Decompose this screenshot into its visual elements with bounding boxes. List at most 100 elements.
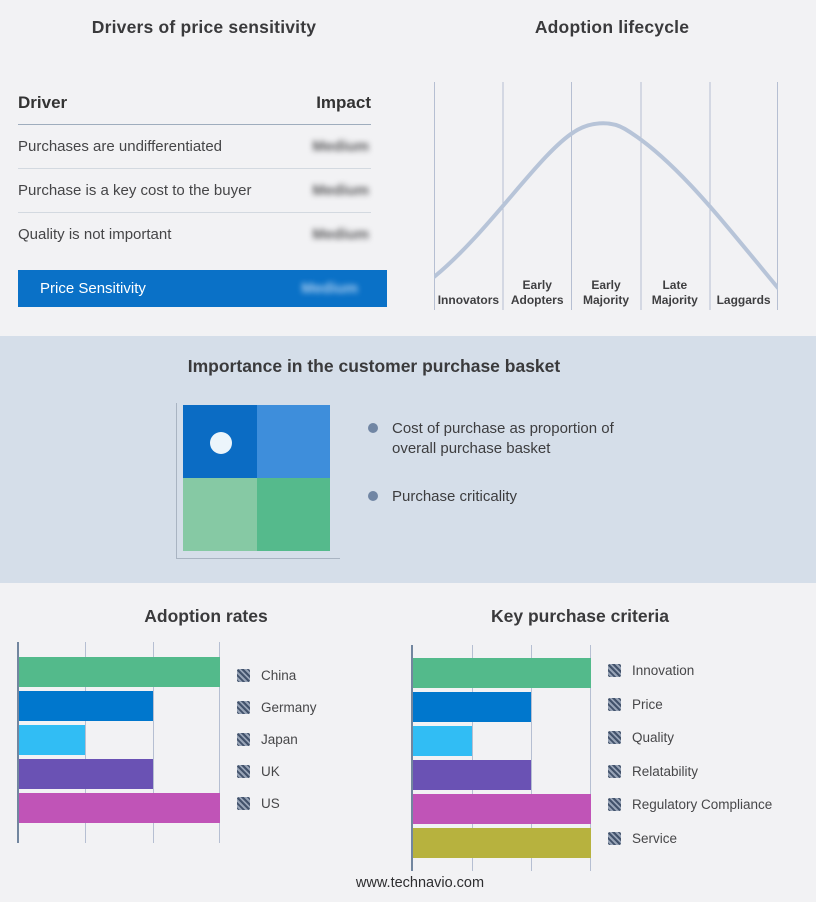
key-purchase-criteria-legend: Innovation Price Quality Relatability Re…	[608, 654, 772, 855]
stage-label-laggards: Laggards	[716, 293, 771, 307]
bell-curve-path	[434, 121, 778, 290]
legend-item: Quality	[608, 721, 772, 755]
legend-label: Germany	[261, 699, 317, 715]
impact-cell-blurred: Medium	[312, 226, 369, 243]
legend-label: Quality	[632, 730, 675, 746]
legend-item: Japan	[237, 723, 317, 755]
drivers-table-header: Driver Impact	[18, 93, 371, 125]
legend-item: Service	[608, 822, 772, 856]
hatch-marker-icon	[608, 764, 621, 778]
bar-relatability	[412, 760, 532, 790]
bullet-dot-icon	[368, 490, 378, 501]
quadrant-cell-top-left	[183, 405, 257, 478]
hatch-marker-icon	[608, 831, 621, 845]
key-purchase-criteria-title: Key purchase criteria	[490, 606, 669, 626]
drivers-table: Driver Impact Purchases are undifferenti…	[18, 93, 371, 256]
basket-title: Importance in the customer purchase bask…	[187, 356, 561, 376]
position-marker-dot	[210, 432, 232, 454]
hatch-marker-icon	[237, 700, 250, 714]
driver-cell: Purchases are undifferentiated	[18, 138, 223, 155]
bar-series	[412, 658, 591, 862]
legend-item: China	[237, 659, 317, 691]
bar-row	[412, 794, 591, 824]
price-sensitivity-highlight-row: Price Sensitivity Medium	[18, 270, 387, 307]
basket-bullet-list: Cost of purchase as proportion of overal…	[368, 419, 628, 507]
lifecycle-stage-labels: Innovators Early Adopters Early Majority…	[434, 258, 778, 308]
legend-item: Price	[608, 688, 772, 722]
y-axis-line	[17, 642, 19, 843]
drivers-panel-title: Drivers of price sensitivity	[91, 17, 317, 37]
bar-china	[18, 657, 220, 687]
table-row: Purchase is a key cost to the buyer Medi…	[18, 169, 371, 213]
driver-cell: Purchase is a key cost to the buyer	[18, 182, 252, 199]
gridline	[85, 642, 87, 843]
bar-row	[412, 692, 591, 722]
gridline	[531, 645, 533, 871]
adoption-rates-chart	[17, 642, 220, 843]
legend-item: Germany	[237, 691, 317, 723]
legend-label: Relatability	[632, 763, 699, 779]
hatch-marker-icon	[608, 731, 621, 745]
legend-item: UK	[237, 755, 317, 787]
impact-cell-blurred: Medium	[312, 138, 369, 155]
driver-cell: Quality is not important	[18, 226, 172, 243]
hatch-marker-icon	[608, 664, 621, 678]
bar-uk	[18, 759, 153, 789]
hatch-marker-icon	[237, 796, 250, 810]
legend-item: Regulatory Compliance	[608, 788, 772, 822]
list-item: Cost of purchase as proportion of overal…	[368, 419, 628, 460]
legend-label: Price	[632, 696, 663, 712]
bar-us	[18, 793, 220, 823]
legend-label: Innovation	[632, 663, 695, 679]
list-item: Purchase criticality	[368, 487, 628, 507]
legend-label: US	[261, 795, 280, 811]
lifecycle-bell-curve-chart: Innovators Early Adopters Early Majority…	[434, 82, 778, 310]
drivers-panel: Drivers of price sensitivity Driver Impa…	[0, 0, 408, 336]
hatch-marker-icon	[237, 764, 250, 778]
quadrant-cell-bottom-right	[256, 478, 330, 551]
quadrant-cell-bottom-left	[183, 478, 257, 551]
impact-cell-blurred: Medium	[312, 182, 369, 199]
key-purchase-criteria-chart	[411, 645, 591, 871]
quadrant-x-axis	[176, 558, 340, 559]
legend-label: Service	[632, 830, 678, 846]
bar-quality	[412, 726, 472, 756]
gridline	[152, 642, 154, 843]
lifecycle-panel-title: Adoption lifecycle	[534, 17, 690, 37]
gridline	[590, 645, 591, 871]
table-row: Quality is not important Medium	[18, 213, 371, 256]
legend-item: US	[237, 787, 317, 819]
legend-label: UK	[261, 763, 280, 779]
bullet-text: Cost of purchase as proportion of overal…	[392, 420, 614, 458]
hatch-marker-icon	[608, 697, 621, 711]
legend-label: China	[261, 667, 297, 683]
adoption-rates-title: Adoption rates	[144, 606, 268, 626]
bullet-dot-icon	[368, 423, 378, 433]
legend-label: Japan	[261, 731, 298, 747]
bar-row	[412, 726, 591, 756]
purchase-basket-quadrant	[183, 405, 330, 551]
bar-innovation	[412, 658, 591, 688]
stage-label-early-majority: Early Majority	[582, 278, 629, 307]
hatch-marker-icon	[608, 798, 621, 812]
hatch-marker-icon	[237, 732, 250, 746]
bar-service	[412, 828, 591, 858]
bar-row	[18, 793, 220, 823]
stage-label-innovators: Innovators	[437, 293, 500, 307]
bar-row	[18, 725, 220, 755]
bar-germany	[18, 691, 153, 721]
quadrant-y-axis	[176, 403, 177, 559]
bar-japan	[18, 725, 86, 755]
bar-price	[412, 692, 532, 722]
quadrant-cell-top-right	[256, 405, 330, 478]
bar-regulatory-compliance	[412, 794, 591, 824]
bar-row	[18, 657, 220, 687]
bullet-text: Purchase criticality	[392, 487, 518, 505]
impact-column-header: Impact	[316, 93, 371, 112]
bar-row	[412, 658, 591, 688]
stage-label-early-adopters: Early Adopters	[510, 278, 564, 307]
y-axis-line	[411, 645, 413, 871]
table-row: Purchases are undifferentiated Medium	[18, 125, 371, 169]
legend-item: Relatability	[608, 755, 772, 789]
